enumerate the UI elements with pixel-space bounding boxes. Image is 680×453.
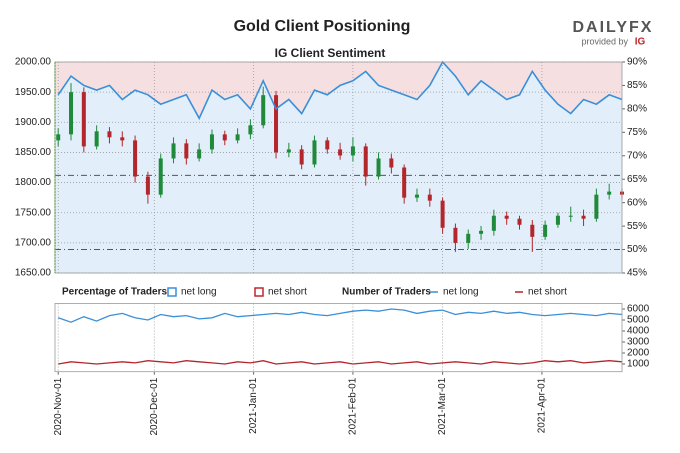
plot-frame (54, 303, 623, 373)
candle-body (145, 176, 150, 195)
candle-body (453, 227, 458, 243)
candle-body (107, 131, 112, 138)
candle-body (555, 215, 560, 225)
candle-body (184, 143, 189, 159)
candle-body (56, 134, 61, 141)
candle-body (376, 158, 381, 177)
candle-body (440, 200, 445, 228)
candle-body (350, 146, 355, 156)
legend-title: Number of Traders (342, 287, 431, 298)
y-tick-label: 1950.00 (15, 87, 52, 98)
chart-subtitle: IG Client Sentiment (275, 46, 386, 60)
y-tick-label: 1700.00 (15, 237, 52, 248)
net-short-area (55, 62, 622, 119)
candle-body (222, 134, 227, 141)
candle-body (504, 215, 509, 219)
candle-body (402, 167, 407, 198)
candle-body (69, 92, 74, 135)
candle-body (120, 137, 125, 141)
legend-swatch (167, 287, 177, 297)
series-line (58, 360, 623, 365)
legend-title: Percentage of Traders (62, 287, 167, 298)
y-tick-label: 1800.00 (15, 177, 52, 188)
y2-tick-label: 80% (627, 104, 647, 115)
candle-body (338, 149, 343, 156)
y-tick-label: 3000 (627, 337, 650, 348)
y-tick-label: 1650.00 (15, 268, 52, 279)
candle-body (312, 140, 317, 165)
sentiment-line (57, 60, 623, 121)
candle-body (517, 218, 522, 225)
y2-tick-label: 55% (627, 221, 647, 232)
y2-tick-label: 75% (627, 127, 647, 138)
candle-body (325, 140, 330, 150)
candle-body (363, 146, 368, 177)
candle-body (158, 158, 163, 195)
legend-label: net short (528, 287, 567, 298)
candle-body (543, 224, 548, 237)
candle-body (568, 215, 573, 217)
logo-brand: DAILYFX (573, 19, 654, 36)
candle-body (479, 230, 484, 234)
logo-tagline: provided by (581, 36, 628, 46)
candle-body (274, 95, 279, 153)
y-tick-label: 2000.00 (15, 57, 52, 68)
y2-tick-label: 60% (627, 197, 647, 208)
y-tick-label: 1000 (627, 359, 650, 370)
y2-tick-label: 90% (627, 57, 647, 68)
y-tick-label: 1900.00 (15, 117, 52, 128)
y2-tick-label: 65% (627, 174, 647, 185)
logo-mark: IG (635, 37, 646, 48)
x-tick-label: 2021-Feb-01 (348, 377, 359, 435)
candle-body (261, 95, 266, 126)
candle-body (197, 149, 202, 159)
y2-tick-label: 70% (627, 150, 647, 161)
candle-body (427, 194, 432, 201)
x-tick-label: 2021-Mar-01 (437, 377, 448, 435)
candle-body (299, 149, 304, 165)
y-tick-label: 1750.00 (15, 207, 52, 218)
legend-label: net long (181, 287, 217, 298)
plot-background (55, 62, 622, 273)
x-tick-label: 2020-Dec-01 (149, 377, 160, 435)
legend-label: net long (443, 287, 479, 298)
y-tick-label: 4000 (627, 326, 650, 337)
y-tick-label: 2000 (627, 348, 650, 359)
candle-body (389, 158, 394, 168)
y-tick-label: 6000 (627, 304, 650, 315)
y2-tick-label: 50% (627, 244, 647, 255)
candle-body (94, 131, 99, 147)
x-tick-label: 2020-Nov-01 (53, 377, 64, 435)
candle-body (286, 149, 291, 153)
candle-body (581, 215, 586, 219)
y2-tick-label: 45% (627, 268, 647, 279)
candle-body (491, 215, 496, 231)
candle-body (235, 134, 240, 141)
candle-body (248, 125, 253, 135)
candle-body (607, 191, 612, 195)
legend-label: net short (268, 287, 307, 298)
candle-body (81, 92, 86, 147)
net-long-area (55, 62, 622, 273)
x-tick-label: 2021-Apr-01 (537, 377, 548, 433)
candle-body (466, 233, 471, 243)
series-line (57, 308, 623, 323)
candle-body (171, 143, 176, 159)
candle-body (530, 224, 535, 237)
legend-swatch (254, 287, 264, 297)
y2-tick-label: 85% (627, 80, 647, 91)
x-tick-label: 2021-Jan-01 (248, 377, 259, 434)
y-tick-label: 5000 (627, 315, 650, 326)
candle-body (133, 140, 138, 177)
candle-body (414, 194, 419, 198)
y-tick-label: 1850.00 (15, 147, 52, 158)
candle-body (594, 194, 599, 219)
chart-title: Gold Client Positioning (234, 18, 411, 35)
candle-body (209, 134, 214, 150)
